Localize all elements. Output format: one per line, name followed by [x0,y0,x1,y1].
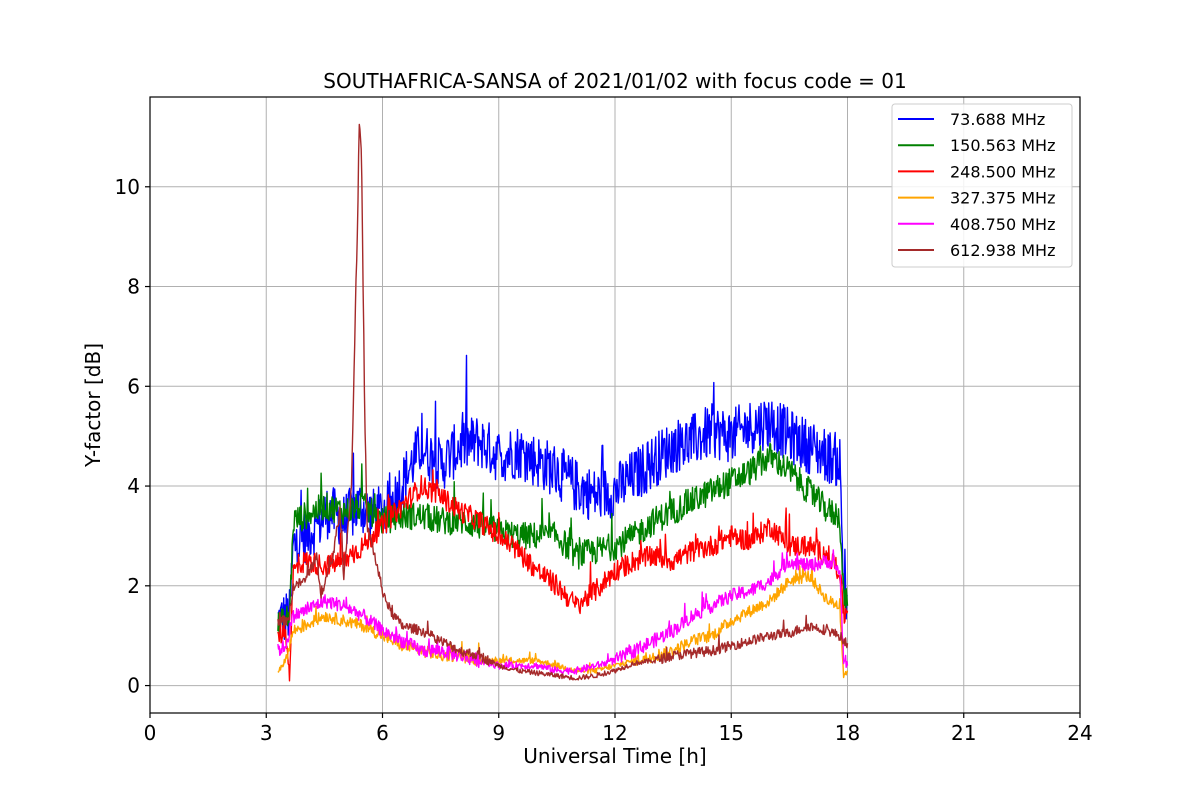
x-tick-label: 21 [951,721,976,745]
series-layer [277,123,849,682]
y-tick-label: 10 [115,175,140,199]
x-tick-label: 18 [835,721,860,745]
x-axis-label: Universal Time [h] [523,744,706,768]
y-tick-label: 0 [127,674,140,698]
x-tick-label: 24 [1067,721,1092,745]
y-tick-label: 2 [127,574,140,598]
legend-label: 612.938 MHz [950,241,1055,260]
legend-box [891,103,1073,268]
y-tick-label: 4 [127,474,140,498]
legend-label: 248.500 MHz [950,162,1055,181]
x-tick-label: 12 [602,721,627,745]
legend-label: 327.375 MHz [950,189,1055,208]
x-tick-label: 6 [376,721,389,745]
legend-label: 408.750 MHz [950,215,1055,234]
legend: 73.688 MHz 150.563 MHz 248.500 MHz 327.375 … [891,103,1073,268]
series-line [277,442,849,635]
legend-label: 73.688 MHz [950,110,1045,129]
y-tick-label: 6 [127,374,140,398]
y-axis-label: Y-factor [dB] [81,343,105,468]
x-tick-label: 9 [492,721,505,745]
series-line [277,469,849,682]
legend-label: 150.563 MHz [950,136,1055,155]
grid-layer [149,97,1081,713]
chart-title: SOUTHAFRICA-SANSA of 2021/01/02 with foc… [323,69,907,93]
y-tick-label: 8 [127,275,140,299]
x-tick-label: 3 [260,721,273,745]
series-line [277,559,849,679]
series-line [277,549,849,675]
series-line [277,123,849,681]
x-tick-label: 0 [144,721,157,745]
x-tick-label: 15 [719,721,744,745]
